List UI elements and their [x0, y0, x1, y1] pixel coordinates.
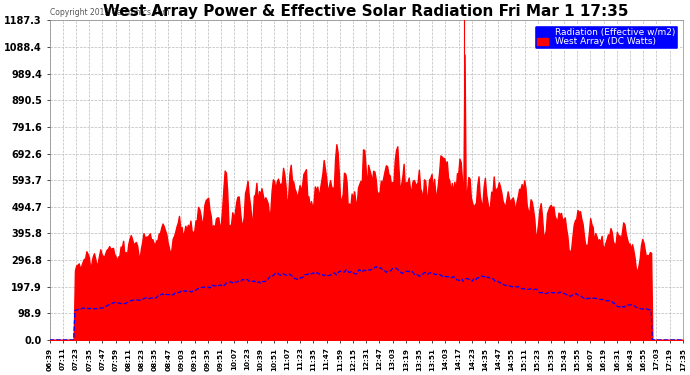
Text: Copyright 2019 Cartronics.com: Copyright 2019 Cartronics.com: [50, 8, 169, 17]
Title: West Array Power & Effective Solar Radiation Fri Mar 1 17:35: West Array Power & Effective Solar Radia…: [104, 4, 629, 19]
Legend: Radiation (Effective w/m2), West Array (DC Watts): Radiation (Effective w/m2), West Array (…: [535, 25, 678, 49]
